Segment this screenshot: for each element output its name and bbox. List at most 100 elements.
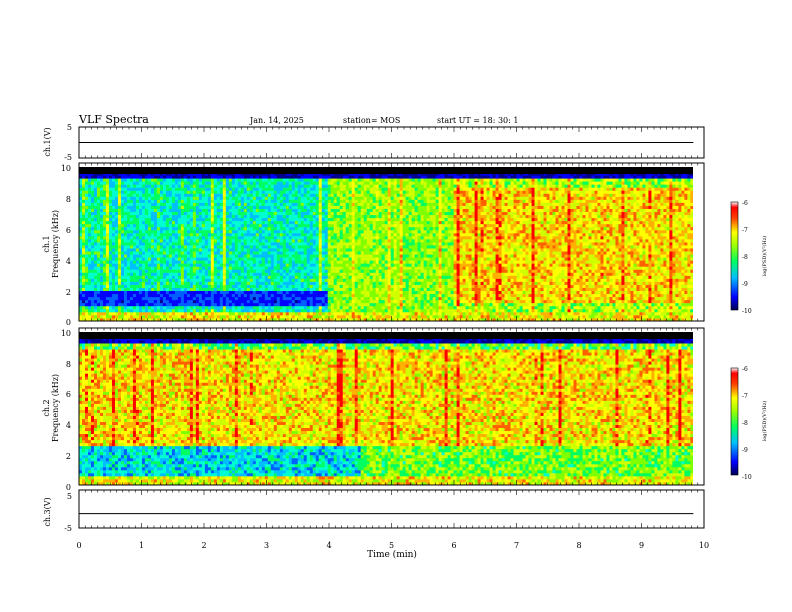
spectrogram-cell — [267, 284, 272, 288]
spectrogram-cell — [270, 242, 275, 246]
spectrogram-cell — [171, 251, 176, 255]
spectrogram-cell — [333, 211, 338, 216]
spectrogram-cell — [183, 260, 188, 264]
spectrogram-cell — [273, 260, 278, 264]
spectrogram-cell — [363, 272, 368, 276]
spectrogram-cell — [231, 232, 236, 237]
spectrogram-cell — [255, 220, 260, 225]
spectrogram-cell — [114, 278, 119, 282]
spectrogram-cell — [180, 305, 185, 310]
spectrogram-cell — [141, 254, 146, 258]
spectrogram-cell — [354, 226, 359, 231]
spectrogram-cell — [156, 245, 161, 249]
spectrogram-cell — [348, 260, 353, 264]
spectrogram-cell — [180, 205, 185, 209]
spectrogram-cell — [183, 190, 188, 194]
spectrogram-cell — [126, 187, 131, 191]
spectrogram-cell — [261, 281, 266, 285]
spectrogram-cell — [207, 175, 212, 179]
spectrogram-cell — [153, 214, 158, 219]
spectrogram-cell — [321, 296, 326, 301]
spectrogram-cell — [339, 266, 344, 270]
spectrogram-cell — [123, 181, 128, 185]
spectrogram-cell — [315, 196, 320, 200]
spectrogram-cell — [318, 263, 323, 267]
spectrogram-cell — [225, 245, 230, 249]
spectrogram-cell — [303, 214, 308, 219]
spectrogram-cell — [96, 184, 101, 188]
spectrogram-cell — [82, 272, 86, 276]
spectrogram-cell — [339, 202, 344, 206]
spectrogram-cell — [105, 305, 110, 310]
spectrogram-cell — [99, 245, 104, 249]
spectrogram-cell — [207, 272, 212, 276]
spectrogram-cell — [210, 317, 215, 321]
spectrogram-cell — [252, 242, 257, 246]
spectrogram-cell — [324, 187, 329, 191]
spectrogram-cell — [249, 245, 254, 249]
spectrogram-cell — [342, 254, 347, 258]
spectrogram-cell — [321, 290, 326, 295]
spectrogram-cell — [336, 293, 341, 298]
spectrogram-cell — [216, 269, 221, 273]
spectrogram-cell — [315, 193, 320, 197]
spectrogram-cell — [144, 275, 149, 279]
spectrogram-cell — [171, 187, 176, 191]
spectrogram-cell — [201, 284, 206, 288]
spectrogram-cell — [168, 202, 173, 206]
spectrogram-cell — [162, 299, 167, 304]
spectrogram-cell — [132, 220, 137, 225]
spectrogram-cell — [117, 178, 122, 182]
spectrogram-cell — [132, 299, 137, 304]
spectrogram-cell — [285, 275, 290, 279]
spectrogram-cell — [177, 317, 182, 321]
spectrogram-cell — [225, 226, 230, 231]
spectrogram-cell — [342, 175, 347, 179]
spectrogram-cell — [168, 223, 173, 228]
spectrogram-cell — [216, 287, 221, 292]
spectrogram-cell — [312, 202, 317, 206]
spectrogram-cell — [135, 208, 140, 213]
spectrogram-cell — [204, 257, 209, 261]
spectrogram-cell — [99, 308, 104, 313]
spectrogram-cell — [330, 314, 335, 319]
spectrogram-cell — [306, 242, 311, 246]
spectrogram-cell — [294, 242, 299, 246]
spectrogram-cell — [324, 242, 329, 246]
spectrogram-cell — [144, 235, 149, 240]
spectrogram-cell — [255, 223, 260, 228]
spectrogram-cell — [84, 229, 89, 234]
spectrogram-cell — [324, 245, 329, 249]
spectrogram-cell — [189, 242, 194, 246]
spectrogram-cell — [339, 223, 344, 228]
spectrogram-cell — [216, 190, 221, 194]
spectrogram-cell — [144, 254, 149, 258]
spectrogram-cell — [219, 235, 224, 240]
spectrogram-cell — [231, 202, 236, 206]
spectrogram-cell — [132, 263, 137, 267]
spectrogram-cell — [93, 190, 98, 194]
spectrogram-cell — [114, 238, 119, 243]
spectrogram-cell — [342, 223, 347, 228]
spectrogram-cell — [99, 242, 104, 246]
spectrogram-cell — [114, 302, 119, 307]
spectrogram-cell — [222, 229, 227, 234]
spectrogram-cell — [153, 302, 158, 307]
spectrogram-cell — [102, 284, 107, 288]
spectrogram-cell — [261, 223, 266, 228]
spectrogram-cell — [138, 260, 143, 264]
spectrogram-cell — [330, 223, 335, 228]
spectrogram-cell — [108, 214, 113, 219]
spectrogram-cell — [195, 296, 200, 301]
spectrogram-cell — [363, 299, 368, 304]
spectrogram-cell — [183, 311, 188, 316]
spectrogram-cell — [201, 254, 206, 258]
spectrogram-cell — [213, 302, 218, 307]
spectrogram-cell — [141, 281, 146, 285]
spectrogram-cell — [135, 287, 140, 292]
spectrogram-cell — [288, 311, 293, 316]
spectrogram-cell — [156, 296, 161, 301]
spectrogram-cell — [192, 193, 197, 197]
spectrogram-cell — [297, 281, 302, 285]
spectrogram-cell — [141, 251, 146, 255]
